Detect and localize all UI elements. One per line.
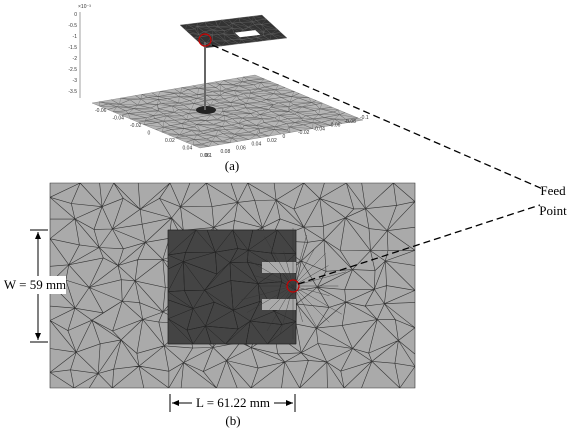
y-tick-label: 0.02 (267, 138, 277, 144)
mesh (180, 15, 287, 48)
x-tick-label: 0 (148, 131, 151, 137)
slot (262, 299, 296, 310)
z-tick-label: -1 (73, 34, 78, 40)
length-label: L = 61.22 mm (196, 395, 270, 410)
feed-label: Feed (540, 183, 566, 198)
y-tick-label: -0.04 (314, 126, 326, 132)
y-tick-label: 0.08 (221, 149, 231, 155)
caption-b: (b) (225, 413, 240, 428)
y-tick-label: 0.04 (252, 142, 262, 148)
y-tick-label: 0 (283, 134, 286, 140)
y-tick-label: -0.1 (360, 115, 369, 121)
y-tick-label: -0.02 (298, 130, 310, 136)
z-tick-label: -2.5 (68, 67, 77, 73)
ground-mesh-3d (92, 75, 363, 148)
y-tick-label: 0.06 (236, 145, 246, 151)
patch (168, 230, 296, 344)
y-tick-label: -0.06 (329, 123, 341, 129)
x-tick-label: -0.04 (113, 116, 125, 122)
z-tick-label: -0.5 (68, 23, 77, 29)
mesh (92, 75, 363, 148)
z-tick-label: -3 (73, 78, 78, 84)
slot (262, 262, 296, 273)
x-tick-label: -0.02 (130, 123, 142, 129)
z-tick-label: -1.5 (68, 45, 77, 51)
caption-a: (a) (225, 158, 239, 173)
y-tick-label: -0.08 (345, 119, 357, 125)
x-tick-label: -0.06 (95, 108, 107, 114)
y-tick-label: 0.1 (205, 153, 212, 159)
figure: ×10⁻³ (a) Feed Point W = 59 mm L = 61.22… (0, 0, 571, 431)
ground-mesh-2d (50, 183, 415, 388)
z-tick-label: -3.5 (68, 89, 77, 95)
x-tick-label: 0.02 (165, 138, 175, 144)
z-exponent: ×10⁻³ (78, 4, 91, 10)
x-tick-label: 0.04 (183, 146, 193, 152)
width-label: W = 59 mm (4, 277, 66, 292)
z-tick-label: -2 (73, 56, 78, 62)
patch-3d (180, 15, 287, 48)
z-tick-label: 0 (74, 12, 77, 18)
feed-label: Point (539, 203, 567, 218)
